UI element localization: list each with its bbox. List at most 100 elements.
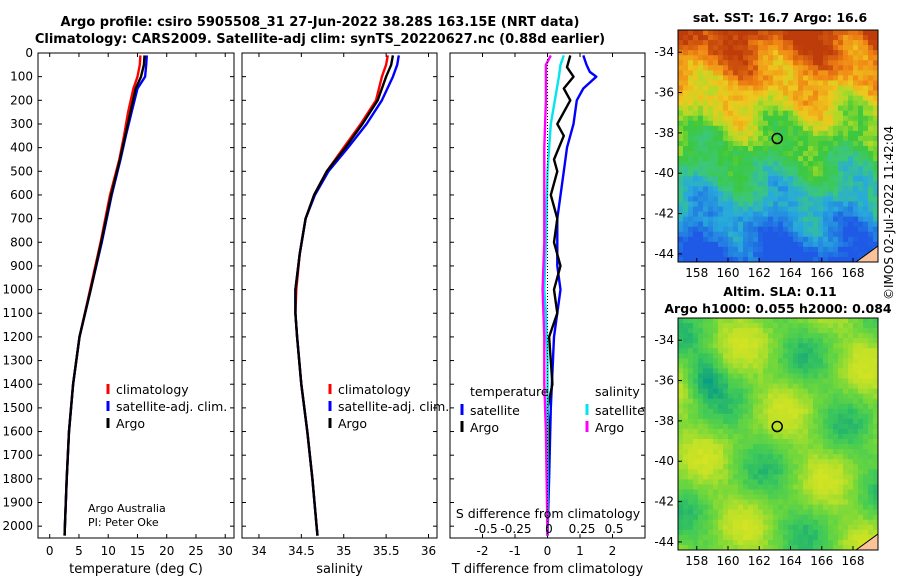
depth-tick-label: 600 bbox=[10, 188, 33, 202]
depth-tick-label: 200 bbox=[10, 93, 33, 107]
temperature-legend-climatology: climatology bbox=[116, 382, 189, 397]
temperature-xtick-label: 20 bbox=[159, 544, 174, 558]
temperature-axes-frame bbox=[37, 52, 235, 539]
difference-legend-salinity-header: salinity bbox=[595, 384, 640, 399]
salinity-axes-frame bbox=[241, 52, 438, 539]
difference-series-t-argo bbox=[546, 55, 575, 536]
sla_map-grid bbox=[678, 318, 879, 551]
salinity-diff-tick-label: -0.5 bbox=[474, 522, 497, 536]
depth-tick-label: 300 bbox=[10, 117, 33, 131]
temperature-xtick-label: 15 bbox=[130, 544, 145, 558]
depth-tick-label: 1600 bbox=[2, 425, 33, 439]
sst_map-ytick-label: -44 bbox=[654, 247, 674, 261]
salinity-diff-xlabel: S difference from climatology bbox=[456, 506, 641, 521]
salinity-xtick-label: 34.5 bbox=[288, 544, 315, 558]
salinity-xtick-label: 36 bbox=[421, 544, 436, 558]
sst_map-xtick-label: 158 bbox=[685, 266, 708, 280]
sla_map-ytick-label: -40 bbox=[654, 454, 674, 468]
figure-title-line2: Climatology: CARS2009. Satellite-adj cli… bbox=[34, 32, 606, 47]
sla_map-ytick-label: -34 bbox=[654, 333, 674, 347]
salinity-legend-argo: Argo bbox=[338, 416, 367, 431]
depth-tick-label: 1300 bbox=[2, 354, 33, 368]
difference-xtick-label: 0 bbox=[544, 544, 552, 558]
difference-series-s-satellite bbox=[543, 55, 565, 536]
sla-map-title-line2: Argo h1000: 0.055 h2000: 0.084 bbox=[664, 301, 892, 316]
temperature-legend-satellite: satellite-adj. clim. bbox=[116, 399, 227, 414]
difference-xtick-label: 2 bbox=[609, 544, 617, 558]
salinity-xlabel: salinity bbox=[316, 562, 363, 577]
depth-tick-label: 1100 bbox=[2, 306, 33, 320]
sla_map-argo-marker bbox=[771, 420, 783, 433]
temperature-xtick-label: 10 bbox=[101, 544, 116, 558]
difference-legend-temperature-header: temperature bbox=[470, 384, 549, 399]
sla_map-xtick-label: 166 bbox=[810, 554, 833, 568]
depth-tick-label: 900 bbox=[10, 259, 33, 273]
depth-tick-label: 1000 bbox=[2, 283, 33, 297]
sst_map-ytick-label: -42 bbox=[654, 207, 674, 221]
sst_map-ytick-label: -40 bbox=[654, 166, 674, 180]
depth-tick-label: 1700 bbox=[2, 448, 33, 462]
sla-map-title-line1: Altim. SLA: 0.11 bbox=[723, 284, 837, 299]
figure-title-line1: Argo profile: csiro 5905508_31 27-Jun-20… bbox=[60, 15, 580, 30]
sla_map-xtick-label: 158 bbox=[685, 554, 708, 568]
difference-xtick-label: -1 bbox=[509, 544, 521, 558]
temperature-series-argo bbox=[63, 55, 146, 536]
sla_map-frame bbox=[677, 317, 879, 551]
depth-tick-label: 1200 bbox=[2, 330, 33, 344]
temperature-xtick-label: 0 bbox=[46, 544, 54, 558]
sla_map-ytick-label: -36 bbox=[654, 374, 674, 388]
sla_map-xtick-label: 164 bbox=[779, 554, 802, 568]
difference-xtick-label: -2 bbox=[477, 544, 489, 558]
difference-legend-t-satellite: satellite bbox=[470, 403, 520, 418]
difference-xtick-label: 1 bbox=[576, 544, 584, 558]
depth-tick-label: 1800 bbox=[2, 472, 33, 486]
sst_map-ytick-label: -38 bbox=[654, 126, 674, 140]
sla_map-xtick-label: 168 bbox=[842, 554, 865, 568]
depth-tick-label: 400 bbox=[10, 141, 33, 155]
difference-xlabel: T difference from climatology bbox=[451, 562, 644, 577]
sst_map-grid bbox=[678, 30, 879, 263]
sla_map-xtick-label: 162 bbox=[748, 554, 771, 568]
sst_map-frame bbox=[677, 29, 879, 263]
sst_map-xtick-label: 168 bbox=[842, 266, 865, 280]
temperature-xlabel: temperature (deg C) bbox=[69, 562, 203, 577]
salinity-diff-tick-label: -0.25 bbox=[500, 522, 531, 536]
depth-tick-label: 0 bbox=[25, 46, 33, 60]
salinity-series-argo bbox=[294, 55, 395, 536]
salinity-xtick-label: 35 bbox=[336, 544, 351, 558]
temperature-xtick-label: 30 bbox=[218, 544, 233, 558]
difference-series-s-argo bbox=[541, 54, 552, 536]
sst_map-xtick-label: 166 bbox=[810, 266, 833, 280]
sst_map-argo-marker bbox=[771, 132, 783, 145]
difference-legend-t-argo: Argo bbox=[470, 420, 499, 435]
salinity-diff-tick-label: 0.5 bbox=[604, 522, 623, 536]
salinity-xtick-label: 34 bbox=[251, 544, 266, 558]
depth-tick-label: 500 bbox=[10, 164, 33, 178]
temperature-xtick-label: 25 bbox=[188, 544, 203, 558]
depth-tick-label: 100 bbox=[10, 70, 33, 84]
sst_map-ytick-label: -36 bbox=[654, 86, 674, 100]
temperature-xtick-label: 5 bbox=[75, 544, 83, 558]
depth-tick-label: 700 bbox=[10, 212, 33, 226]
difference-legend-s-satellite: satellite bbox=[595, 403, 645, 418]
sla_map-ytick-label: -42 bbox=[654, 495, 674, 509]
sla_map-ytick-label: -44 bbox=[654, 535, 674, 549]
salinity-diff-tick-label: 0.25 bbox=[569, 522, 596, 536]
sst_map-xtick-label: 164 bbox=[779, 266, 802, 280]
sla_map-xtick-label: 160 bbox=[717, 554, 740, 568]
depth-tick-label: 800 bbox=[10, 235, 33, 249]
sst_map-ytick-label: -34 bbox=[654, 45, 674, 59]
depth-tick-label: 2000 bbox=[2, 519, 33, 533]
difference-legend-s-argo: Argo bbox=[595, 420, 624, 435]
sst-map-title: sat. SST: 16.7 Argo: 16.6 bbox=[692, 10, 868, 25]
salinity-legend-satellite: satellite-adj. clim. bbox=[338, 399, 449, 414]
depth-tick-label: 1500 bbox=[2, 401, 33, 415]
depth-tick-label: 1400 bbox=[2, 377, 33, 391]
credit-line1: Argo Australia bbox=[88, 502, 166, 515]
credit-line2: PI: Peter Oke bbox=[88, 516, 159, 529]
depth-tick-label: 1900 bbox=[2, 496, 33, 510]
sst_map-xtick-label: 162 bbox=[748, 266, 771, 280]
salinity-diff-tick-label: 0 bbox=[545, 522, 553, 536]
temperature-legend-argo: Argo bbox=[116, 416, 145, 431]
